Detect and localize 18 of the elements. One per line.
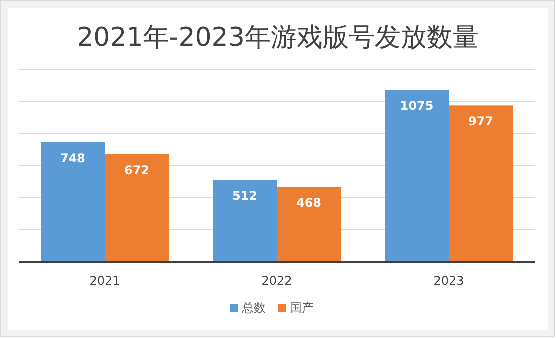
data-label: 512 — [232, 189, 258, 204]
bar — [41, 142, 105, 262]
data-label: 468 — [296, 196, 322, 210]
data-label: 977 — [468, 114, 494, 129]
x-tick-label: 2021 — [90, 274, 120, 288]
bar — [105, 154, 169, 262]
data-label: 748 — [60, 151, 86, 166]
bar — [277, 187, 341, 262]
legend-label: 国产 — [290, 301, 314, 315]
legend-label: 总数 — [241, 301, 266, 315]
bar — [449, 106, 513, 262]
bar — [385, 90, 449, 262]
data-label: 1075 — [400, 99, 434, 113]
bar — [213, 180, 277, 262]
data-label: 672 — [124, 163, 150, 178]
x-tick-label: 2022 — [262, 274, 292, 288]
x-tick-label: 2023 — [434, 274, 464, 288]
chart-title: 2021年-2023年游戏版号发放数量 — [77, 23, 479, 53]
